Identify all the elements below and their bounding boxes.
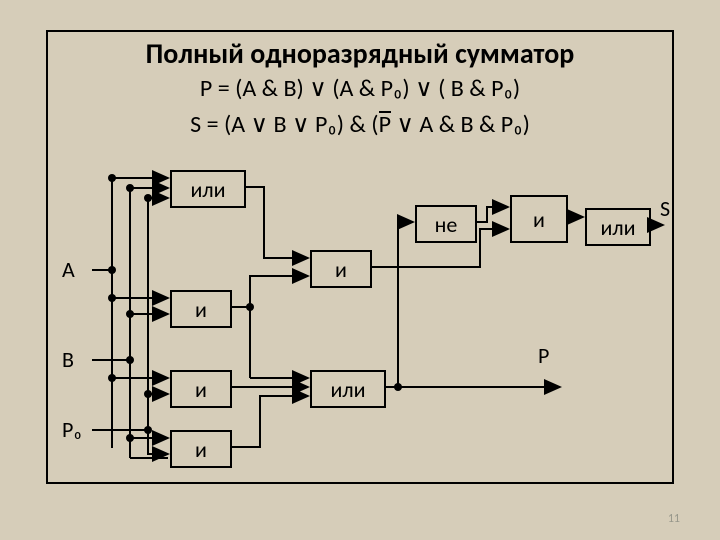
gate-and3: и (170, 430, 232, 468)
gate-and2: и (170, 370, 232, 408)
formula-s: S = (A ∨ B ∨ P₀) & (P ∨ A & B & P₀) (0, 110, 720, 139)
gate-and1: и (170, 290, 232, 328)
formula-s-overline: P (379, 111, 391, 137)
output-label-p: P (538, 342, 549, 369)
input-label-p0: P₀ (62, 416, 82, 443)
formula-s-prefix: S = (A ∨ B ∨ P₀) & ( (190, 110, 378, 139)
gate-or-s: или (585, 208, 651, 246)
input-label-a: A (62, 256, 75, 283)
gate-and-mid: и (310, 250, 372, 288)
gate-or-top: или (170, 170, 246, 208)
formula-p: P = (A & B) ∨ (A & P₀) ∨ ( B & P₀) (0, 74, 720, 103)
gate-and-s: и (510, 195, 568, 243)
gate-or-p: или (310, 370, 386, 408)
input-label-b: B (62, 346, 74, 373)
gate-not: не (415, 205, 477, 243)
output-label-s: S (660, 195, 670, 222)
slide-number: 11 (668, 512, 680, 526)
formula-s-suffix: ∨ A & B & P₀) (391, 110, 530, 139)
slide-title: Полный одноразрядный сумматор (0, 36, 720, 71)
